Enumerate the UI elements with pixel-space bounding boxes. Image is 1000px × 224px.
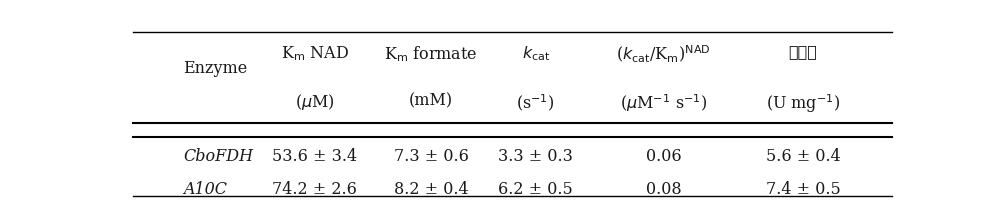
Text: CboFDH: CboFDH — [183, 148, 253, 165]
Text: 0.06: 0.06 — [646, 148, 681, 165]
Text: (U mg$^{-1}$): (U mg$^{-1}$) — [766, 93, 840, 115]
Text: ($k_{\rm cat}$/K$_{\rm m}$)$^{\rm NAD}$: ($k_{\rm cat}$/K$_{\rm m}$)$^{\rm NAD}$ — [616, 44, 711, 65]
Text: 0.08: 0.08 — [646, 181, 681, 198]
Text: K$_{\rm m}$ NAD: K$_{\rm m}$ NAD — [281, 44, 349, 63]
Text: 3.3 ± 0.3: 3.3 ± 0.3 — [498, 148, 573, 165]
Text: (s$^{-1}$): (s$^{-1}$) — [516, 93, 555, 113]
Text: ($\mu$M$^{-1}$ s$^{-1}$): ($\mu$M$^{-1}$ s$^{-1}$) — [620, 93, 707, 114]
Text: A10C: A10C — [183, 181, 227, 198]
Text: (mM): (mM) — [409, 93, 453, 109]
Text: 53.6 ± 3.4: 53.6 ± 3.4 — [272, 148, 357, 165]
Text: K$_{\rm m}$ formate: K$_{\rm m}$ formate — [384, 44, 478, 64]
Text: 比酶活: 比酶活 — [789, 44, 818, 59]
Text: 7.4 ± 0.5: 7.4 ± 0.5 — [766, 181, 840, 198]
Text: 7.3 ± 0.6: 7.3 ± 0.6 — [394, 148, 469, 165]
Text: ($\mu$M): ($\mu$M) — [295, 93, 335, 112]
Text: Enzyme: Enzyme — [183, 60, 247, 77]
Text: 6.2 ± 0.5: 6.2 ± 0.5 — [498, 181, 573, 198]
Text: $k_{\rm cat}$: $k_{\rm cat}$ — [522, 44, 550, 63]
Text: 8.2 ± 0.4: 8.2 ± 0.4 — [394, 181, 468, 198]
Text: 5.6 ± 0.4: 5.6 ± 0.4 — [766, 148, 840, 165]
Text: 74.2 ± 2.6: 74.2 ± 2.6 — [272, 181, 357, 198]
